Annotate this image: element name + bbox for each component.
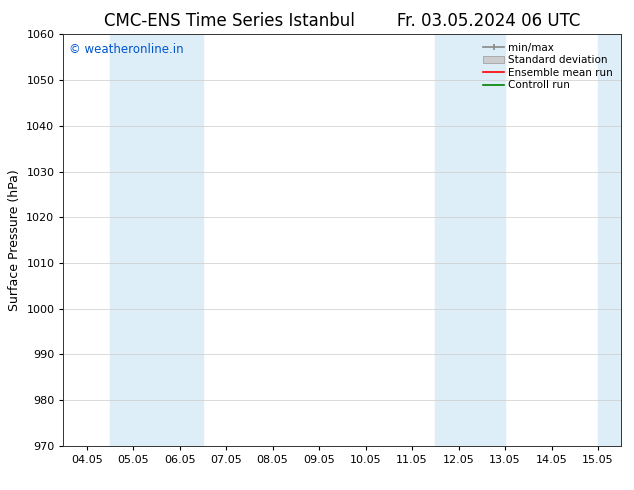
Text: © weatheronline.in: © weatheronline.in — [69, 43, 184, 55]
Bar — [598, 34, 634, 446]
Title: CMC-ENS Time Series Istanbul        Fr. 03.05.2024 06 UTC: CMC-ENS Time Series Istanbul Fr. 03.05.2… — [104, 12, 581, 30]
Legend: min/max, Standard deviation, Ensemble mean run, Controll run: min/max, Standard deviation, Ensemble me… — [480, 40, 616, 94]
Bar — [110, 34, 203, 446]
Bar — [436, 34, 505, 446]
Y-axis label: Surface Pressure (hPa): Surface Pressure (hPa) — [8, 169, 21, 311]
